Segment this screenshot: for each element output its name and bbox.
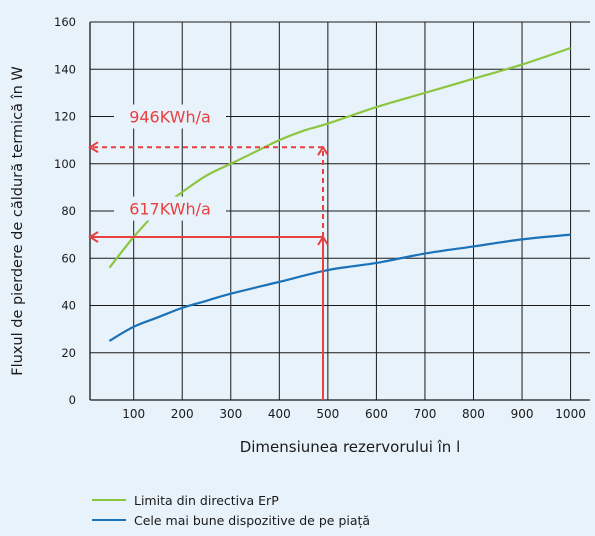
legend-label-best: Cele mai bune dispozitive de pe piață — [134, 512, 371, 528]
x-tick-label: 400 — [268, 407, 291, 421]
x-tick-label: 100 — [122, 407, 145, 421]
x-tick-label: 600 — [365, 407, 388, 421]
series-line-best-devices — [108, 233, 571, 342]
annotation-label-upper-bg — [114, 104, 226, 129]
legend-label-erp: Limita din directiva ErP — [134, 492, 279, 508]
y-tick-label: 20 — [61, 346, 76, 360]
axes — [89, 22, 590, 401]
annotation-label-lower-text: 617KWh/a — [129, 200, 211, 219]
y-tick-label: 120 — [54, 110, 76, 124]
annotation-label-upper: 946KWh/a — [114, 104, 226, 129]
annotation-layer: 946KWh/a 617KWh/a — [88, 104, 329, 400]
legend-item-erp: Limita din directiva ErP — [92, 490, 370, 510]
x-tick-label: 200 — [171, 407, 194, 421]
x-axis-title: Dimensiunea rezervorului în l — [240, 438, 461, 456]
y-tick-label: 60 — [61, 251, 76, 265]
legend: Limita din directiva ErP Cele mai bune d… — [92, 490, 370, 530]
x-tick-label: 700 — [413, 407, 436, 421]
y-tick-label: 80 — [61, 204, 76, 218]
y-axis-title: Fluxul de pierdere de căldură termică în… — [10, 66, 26, 375]
legend-swatch-best — [92, 519, 126, 521]
x-tick-label: 900 — [511, 407, 534, 421]
y-tick-label: 160 — [54, 15, 76, 29]
y-tick-label: 0 — [69, 393, 76, 407]
x-tick-label: 1000 — [555, 407, 586, 421]
x-tick-label: 300 — [219, 407, 242, 421]
y-tick-label: 140 — [54, 62, 76, 76]
y-tick-label: 40 — [61, 299, 76, 313]
annotation-label-lower-bg — [114, 196, 226, 221]
y-tick-label: 100 — [54, 157, 76, 171]
annotation-label-lower: 617KWh/a — [114, 196, 226, 221]
x-tick-label: 800 — [462, 407, 485, 421]
annotation-label-upper-text: 946KWh/a — [129, 108, 211, 127]
x-tick-label: 500 — [316, 407, 339, 421]
labels: 100 200 300 400 500 600 700 800 900 1000 0 20 40 60 80… — [10, 15, 586, 456]
legend-item-best: Cele mai bune dispozitive de pe piață — [92, 510, 370, 530]
legend-swatch-erp — [92, 499, 126, 501]
